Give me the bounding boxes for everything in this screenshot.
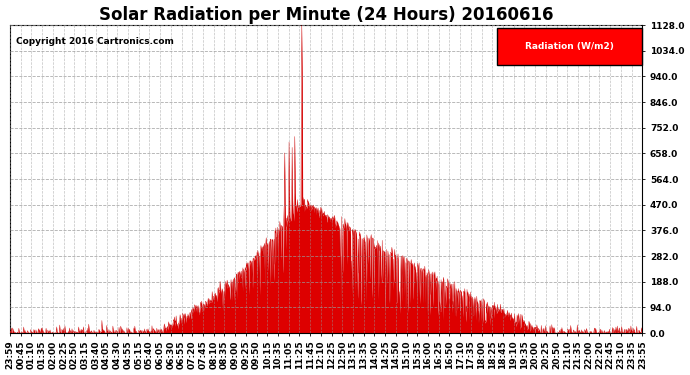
FancyBboxPatch shape — [497, 28, 642, 65]
Text: Copyright 2016 Cartronics.com: Copyright 2016 Cartronics.com — [17, 38, 175, 46]
Title: Solar Radiation per Minute (24 Hours) 20160616: Solar Radiation per Minute (24 Hours) 20… — [99, 6, 553, 24]
Text: Radiation (W/m2): Radiation (W/m2) — [525, 42, 614, 51]
